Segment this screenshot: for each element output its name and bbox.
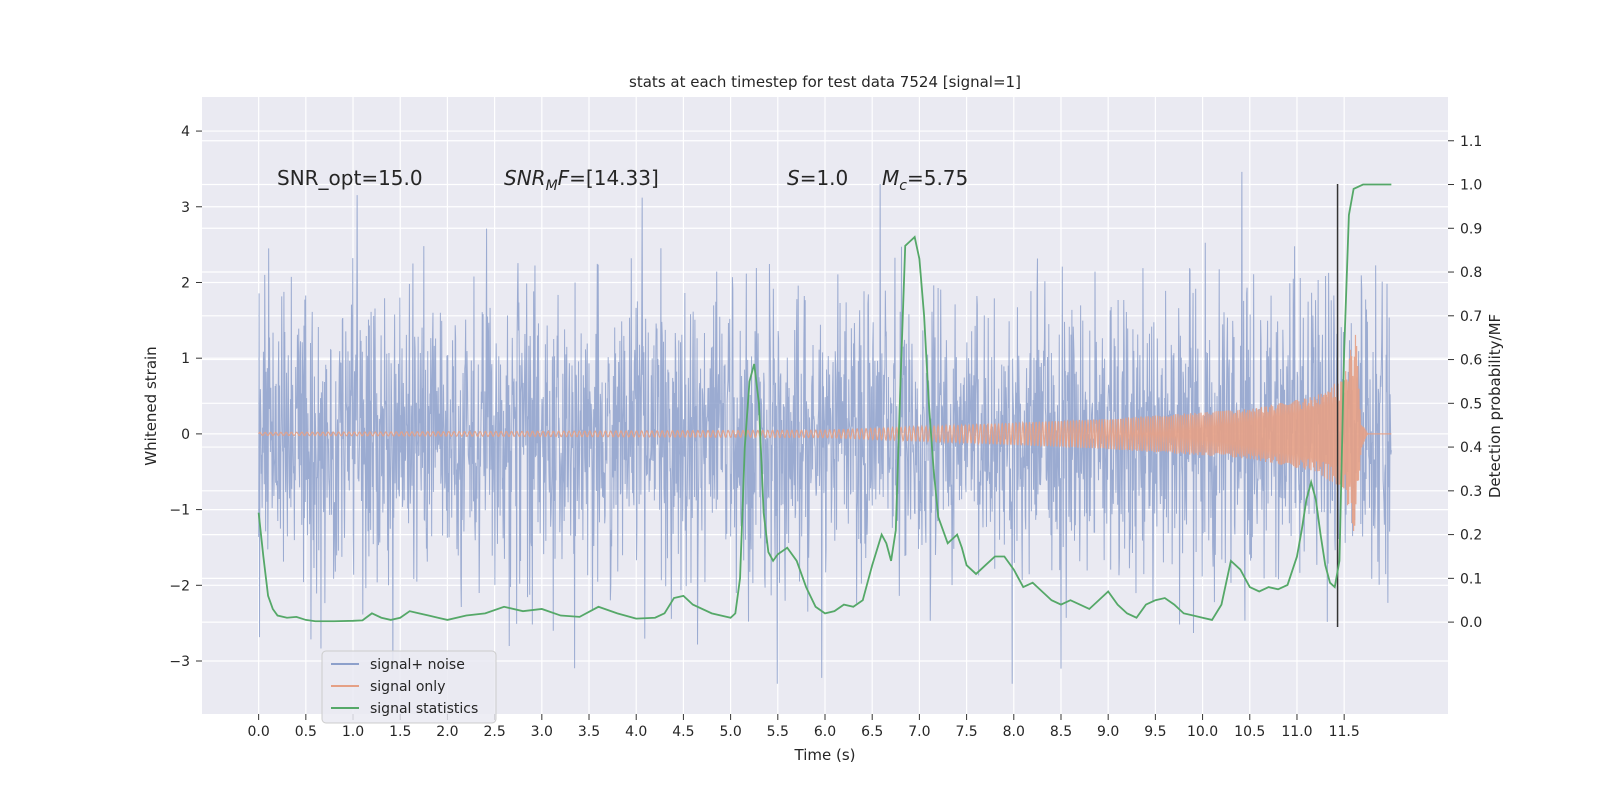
x-tick-label: 10.0: [1187, 724, 1218, 740]
annotation-mc-value: =5.75: [907, 166, 968, 190]
annotation-s: S=1.0: [787, 166, 848, 190]
signal-only-line: [258, 334, 1392, 532]
legend-label-signal-only: signal only: [370, 679, 445, 695]
x-tick-label: 9.0: [1097, 724, 1119, 740]
annotation-snr-opt: SNR_opt=15.0: [277, 166, 423, 190]
y2-tick-label: 0.5: [1460, 396, 1482, 412]
x-tick-label: 11.5: [1329, 724, 1360, 740]
annotation-snr-mf: SNRMF=[14.33]: [504, 166, 659, 194]
x-tick-label: 2.5: [483, 724, 505, 740]
annotation-snr-mf-f: F: [558, 166, 570, 190]
annotation-snr-mf-symbol: SNR: [504, 166, 546, 190]
y-axis-ticks: 4 3 2 1 0 −1 −2 −3: [169, 124, 202, 670]
x-tick-label: 9.5: [1144, 724, 1166, 740]
annotation-mc: Mc=5.75: [882, 166, 968, 194]
y2-tick-label: 0.7: [1460, 309, 1482, 325]
y2-tick-label: 1.1: [1460, 134, 1482, 150]
x-axis-ticks: 0.0 0.5 1.0 1.5 2.0 2.5 3.0 3.5 4.0 4.5 5.0 5.5 6.0 6…: [248, 714, 1360, 740]
y2-tick-label: 0.8: [1460, 265, 1482, 281]
y-tick-label: −3: [169, 654, 190, 670]
y-axis-label: Whitened strain: [142, 346, 160, 465]
x-tick-label: 0.5: [295, 724, 317, 740]
x-tick-label: 6.0: [814, 724, 836, 740]
y2-tick-label: 0.4: [1460, 440, 1482, 456]
signal-noise-series: [258, 171, 1392, 684]
signal-statistics-line: [257, 183, 1392, 623]
x-tick-label: 7.0: [908, 724, 930, 740]
y2-axis-ticks: 1.1 1.0 0.9 0.8 0.7 0.6 0.5 0.4 0.3 0.2 0.1 0.0: [1448, 134, 1482, 631]
signal-noise-line: [258, 171, 1392, 684]
legend-label-signal-noise: signal+ noise: [370, 657, 465, 673]
y-tick-label: 1: [181, 351, 190, 367]
x-tick-label: 10.5: [1234, 724, 1265, 740]
y-tick-label: 0: [181, 427, 190, 443]
x-tick-label: 0.0: [248, 724, 270, 740]
y2-tick-label: 0.2: [1460, 528, 1482, 544]
y-tick-label: 3: [181, 200, 190, 216]
annotation-snr-mf-value: =[14.33]: [569, 166, 659, 190]
x-tick-label: 3.5: [578, 724, 600, 740]
annotation-s-symbol: S: [787, 166, 800, 190]
x-tick-label: 4.5: [672, 724, 694, 740]
annotation-mc-symbol: M: [882, 166, 899, 190]
x-tick-label: 6.5: [861, 724, 883, 740]
y-tick-label: −2: [169, 578, 190, 594]
x-tick-label: 7.5: [955, 724, 977, 740]
legend-box: [321, 650, 497, 724]
annotation-snr-mf-subscript: M: [546, 178, 558, 194]
x-tick-label: 1.5: [389, 724, 411, 740]
y2-tick-label: 0.3: [1460, 484, 1482, 500]
signal-only-series: [258, 334, 1392, 532]
legend-label-signal-statistics: signal statistics: [370, 701, 478, 717]
y2-tick-label: 0.6: [1460, 353, 1482, 369]
chart-title: stats at each timestep for test data 752…: [629, 73, 1021, 91]
legend: signal+ noise signal only signal statist…: [321, 650, 497, 724]
y2-tick-label: 0.9: [1460, 221, 1482, 237]
y-tick-label: −1: [169, 503, 190, 519]
x-tick-label: 1.0: [342, 724, 364, 740]
signal-statistics-series: [257, 183, 1392, 623]
x-tick-label: 8.5: [1050, 724, 1072, 740]
x-tick-label: 5.0: [719, 724, 741, 740]
y2-axis-label: Detection probability/MF: [1486, 314, 1504, 498]
x-tick-label: 4.0: [625, 724, 647, 740]
annotation-s-value: =1.0: [800, 166, 849, 190]
y2-tick-label: 0.0: [1460, 615, 1482, 631]
y-tick-label: 2: [181, 275, 190, 291]
x-tick-label: 8.0: [1003, 724, 1025, 740]
y-tick-label: 4: [181, 124, 190, 140]
y2-tick-label: 0.1: [1460, 571, 1482, 587]
annotation-mc-subscript: c: [899, 178, 907, 194]
x-axis-label: Time (s): [794, 746, 856, 764]
y2-tick-label: 1.0: [1460, 178, 1482, 194]
x-tick-label: 2.0: [436, 724, 458, 740]
x-tick-label: 3.0: [531, 724, 553, 740]
x-tick-label: 11.0: [1281, 724, 1312, 740]
x-tick-label: 5.5: [767, 724, 789, 740]
